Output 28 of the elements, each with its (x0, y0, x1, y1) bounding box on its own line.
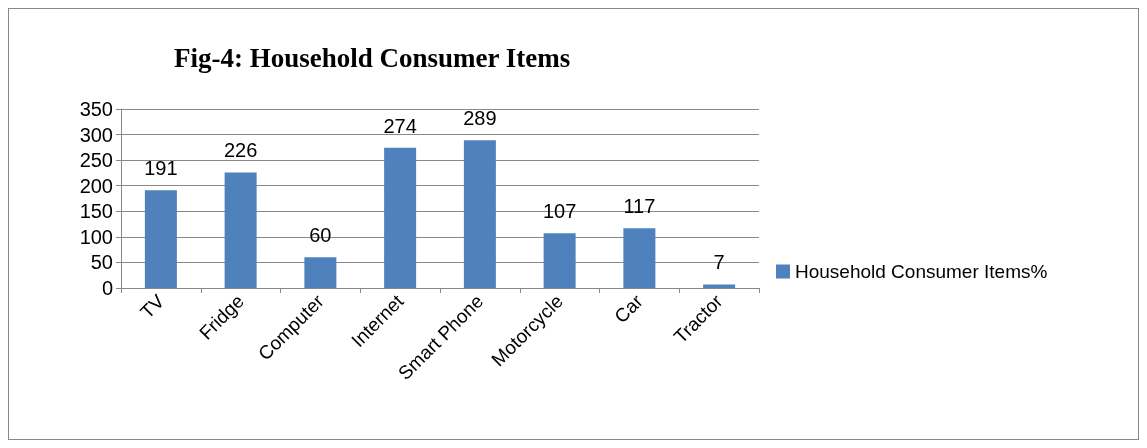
bar (703, 284, 736, 288)
x-tick-label: Car (610, 290, 647, 328)
data-label: 274 (383, 114, 417, 137)
y-tick-label: 300 (79, 123, 113, 146)
data-label: 107 (542, 200, 577, 223)
x-tick-label: TV (136, 290, 169, 323)
bar (623, 228, 656, 288)
y-tick-label: 250 (79, 149, 113, 172)
data-label: 117 (623, 195, 656, 218)
bar (463, 140, 496, 288)
data-label: 226 (223, 139, 258, 162)
y-tick-label: 50 (90, 251, 113, 274)
bar (304, 257, 337, 288)
y-tick-label: 100 (79, 225, 113, 248)
data-label: 60 (309, 224, 332, 247)
data-label: 191 (144, 157, 178, 180)
data-label: 7 (713, 251, 725, 274)
y-tick-label: 150 (79, 200, 113, 223)
legend-label: Household Consumer Items% (795, 261, 1048, 282)
y-tick-label: 200 (79, 174, 113, 197)
bar (384, 147, 417, 288)
bar (543, 233, 576, 288)
y-tick-label: 0 (101, 277, 113, 299)
chart-title: Fig-4: Household Consumer Items (174, 42, 571, 73)
bar (224, 172, 257, 288)
y-tick-label: 350 (79, 98, 113, 120)
data-label: 289 (463, 107, 497, 130)
bar (144, 190, 177, 288)
